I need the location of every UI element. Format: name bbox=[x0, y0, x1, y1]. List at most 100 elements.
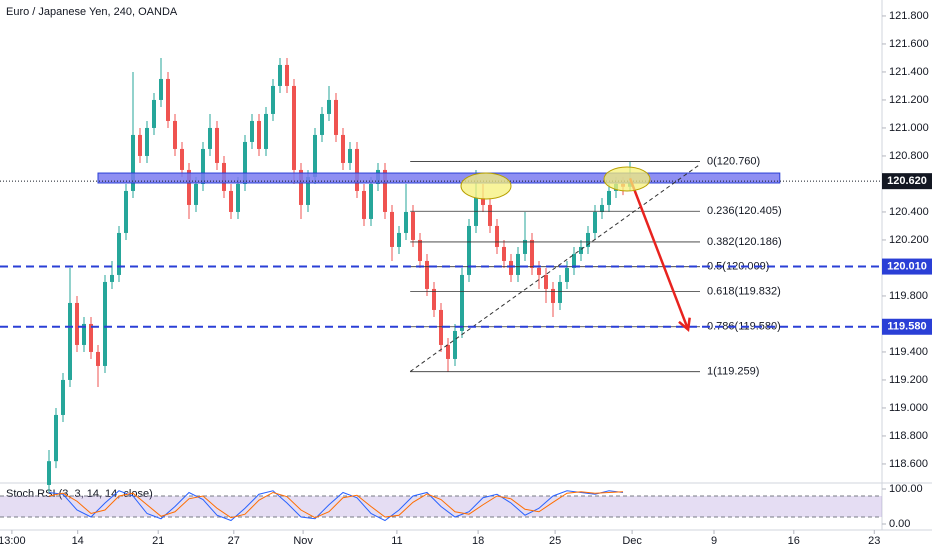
candle-body bbox=[369, 183, 373, 219]
candle-body bbox=[558, 281, 562, 303]
candle-body bbox=[103, 281, 107, 366]
y-tick-label: 120.200 bbox=[889, 234, 929, 246]
candle-body bbox=[348, 148, 352, 163]
candle-body bbox=[502, 246, 506, 261]
candle-body bbox=[187, 169, 191, 205]
y-tick-label: 118.800 bbox=[889, 430, 928, 442]
chart-title: Euro / Japanese Yen, 240, OANDA bbox=[6, 6, 178, 18]
candle-body bbox=[572, 253, 576, 268]
candle-body bbox=[418, 239, 422, 261]
candle-body bbox=[131, 134, 135, 191]
fib-label: 0.5(120.009) bbox=[707, 261, 769, 273]
candle-body bbox=[600, 204, 604, 212]
candle-body bbox=[201, 148, 205, 184]
candle-body bbox=[355, 148, 359, 191]
candle-body bbox=[488, 204, 492, 226]
oscillator-line bbox=[48, 490, 624, 522]
candle-body bbox=[362, 190, 366, 219]
candle-body bbox=[82, 323, 86, 345]
y-tick-label: 119.400 bbox=[889, 346, 928, 358]
y-tick-label: 120.400 bbox=[889, 206, 929, 218]
y-tick-label: 121.800 bbox=[889, 10, 929, 22]
candle-body bbox=[243, 141, 247, 184]
y-tick-label: 120.800 bbox=[889, 150, 929, 162]
y-tick-label: 121.200 bbox=[889, 94, 929, 106]
x-tick-label: 27 bbox=[228, 535, 240, 547]
candle-body bbox=[439, 309, 443, 345]
candle-body bbox=[152, 99, 156, 128]
forecast-arrow bbox=[628, 177, 690, 331]
candle-body bbox=[229, 190, 233, 212]
candle-body bbox=[586, 232, 590, 247]
candle-body bbox=[383, 169, 387, 212]
candle-body bbox=[523, 239, 527, 254]
x-tick-label: 9 bbox=[711, 535, 717, 547]
candle-body bbox=[404, 211, 408, 233]
candle-body bbox=[285, 64, 289, 86]
candle-body bbox=[145, 127, 149, 156]
x-tick-label: Nov bbox=[293, 535, 313, 547]
x-tick-label: 11 bbox=[391, 535, 402, 547]
price-label: 120.620 bbox=[887, 175, 927, 187]
candle-body bbox=[138, 134, 142, 156]
y-tick-label: 119.800 bbox=[889, 290, 928, 302]
candle-body bbox=[397, 232, 401, 247]
candle-body bbox=[537, 267, 541, 275]
candle-body bbox=[68, 302, 72, 380]
candle-body bbox=[180, 148, 184, 170]
candle-body bbox=[75, 302, 79, 345]
candle-body bbox=[96, 351, 100, 366]
candle-body bbox=[61, 379, 65, 415]
candle-body bbox=[390, 211, 394, 247]
x-tick-label: 23 bbox=[868, 535, 880, 547]
x-tick-label: 18 bbox=[472, 535, 484, 547]
candle-body bbox=[516, 253, 520, 275]
candle-body bbox=[313, 134, 317, 177]
x-tick-label: Dec bbox=[622, 535, 642, 547]
trendline bbox=[409, 163, 701, 372]
fib-label: 0(120.760) bbox=[707, 155, 760, 167]
price-label-box bbox=[882, 318, 932, 335]
arrow-head bbox=[678, 317, 691, 332]
candle-body bbox=[194, 183, 198, 205]
candle-body bbox=[236, 183, 240, 212]
x-tick-label: 13:00 bbox=[0, 535, 26, 547]
osc-tick-label: 0.00 bbox=[889, 518, 910, 530]
fib-label: 0.382(120.186) bbox=[707, 236, 782, 248]
candle-body bbox=[551, 288, 555, 303]
candle-body bbox=[264, 113, 268, 149]
candle-body bbox=[579, 246, 583, 254]
candle-body bbox=[208, 127, 212, 149]
candle-body bbox=[117, 232, 121, 275]
candle-body bbox=[565, 267, 569, 282]
x-tick-label: 25 bbox=[549, 535, 561, 547]
osc-tick-label: 100.00 bbox=[889, 483, 923, 495]
oscillator-line bbox=[48, 491, 624, 519]
price-label-box bbox=[882, 258, 932, 275]
candle-body bbox=[607, 190, 611, 205]
candle-body bbox=[544, 274, 548, 289]
candle-body bbox=[271, 85, 275, 114]
highlight-ellipse bbox=[460, 172, 512, 200]
y-tick-label: 121.400 bbox=[889, 66, 929, 78]
candle-body bbox=[467, 225, 471, 275]
candle-body bbox=[460, 274, 464, 331]
y-tick-label: 118.600 bbox=[889, 458, 928, 470]
candle-body bbox=[299, 169, 303, 205]
candle-body bbox=[124, 190, 128, 233]
oscillator-label: Stoch RSI (3, 3, 14, 14, close) bbox=[6, 488, 153, 500]
fib-label: 1(119.259) bbox=[707, 366, 759, 378]
price-label: 120.010 bbox=[887, 260, 927, 272]
y-tick-label: 119.000 bbox=[889, 402, 928, 414]
candle-body bbox=[278, 64, 282, 86]
candle-body bbox=[474, 197, 478, 226]
candle-body bbox=[481, 197, 485, 205]
y-tick-label: 119.200 bbox=[889, 374, 928, 386]
candle-body bbox=[327, 99, 331, 114]
y-tick-label: 121.000 bbox=[889, 122, 929, 134]
price-label: 119.580 bbox=[887, 321, 926, 333]
candle-body bbox=[215, 127, 219, 163]
candle-body bbox=[530, 239, 534, 268]
